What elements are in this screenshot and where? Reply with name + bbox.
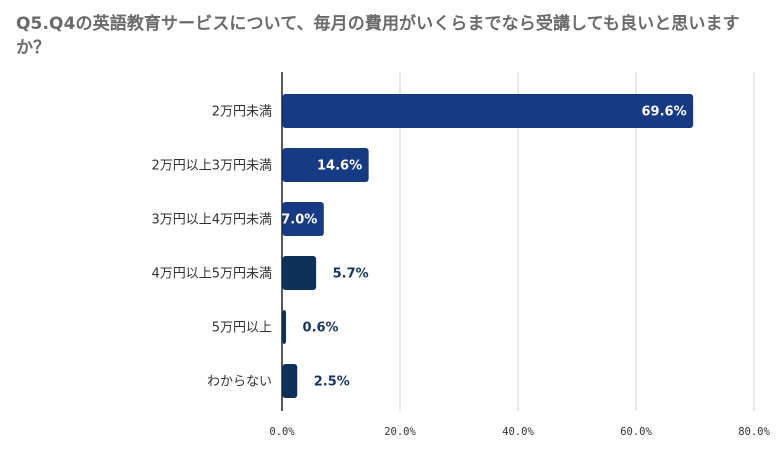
value-label-5: 2.5% (314, 375, 350, 390)
value-label-0: 69.6% (642, 105, 687, 120)
value-label-4: 0.6% (303, 321, 339, 336)
bar-2 (282, 202, 324, 236)
grid-lines (399, 72, 755, 411)
x-tick-label-2: 40.0% (502, 426, 534, 438)
category-label-4: 5万円以上 (212, 321, 272, 336)
bar-3 (282, 256, 317, 290)
category-label-3: 4万円以上5万円未満 (151, 267, 272, 282)
value-label-3: 5.7% (333, 267, 369, 282)
bar-0 (282, 94, 694, 128)
value-label-2: 7.0% (281, 213, 317, 228)
bar-1 (282, 148, 369, 182)
x-tick-label-1: 20.0% (384, 426, 416, 438)
value-labels: 69.6% 14.6% 7.0% 5.7% 0.6% 2.5% (281, 105, 686, 390)
category-label-1: 2万円以上3万円未満 (151, 159, 272, 174)
category-labels: 2万円未満 2万円以上3万円未満 3万円以上4万円未満 4万円以上5万円未満 5万円以上… (151, 105, 272, 390)
chart-title: Q5.Q4の英語教育サービスについて、毎月の費用がいくらまでなら受講しても良いと… (16, 14, 740, 58)
bar-5 (282, 364, 298, 398)
x-tick-label-4: 80.0% (738, 426, 770, 438)
category-label-0: 2万円未満 (212, 105, 272, 120)
x-tick-label-0: 0.0% (269, 426, 295, 438)
x-tick-label-3: 60.0% (620, 426, 652, 438)
category-label-5: わからない (207, 375, 272, 390)
value-label-1: 14.6% (317, 159, 362, 174)
bars (282, 94, 694, 398)
bar-4 (282, 310, 287, 344)
category-label-2: 3万円以上4万円未満 (151, 213, 272, 228)
x-tick-labels: 0.0% 20.0% 40.0% 60.0% 80.0% (269, 426, 770, 438)
